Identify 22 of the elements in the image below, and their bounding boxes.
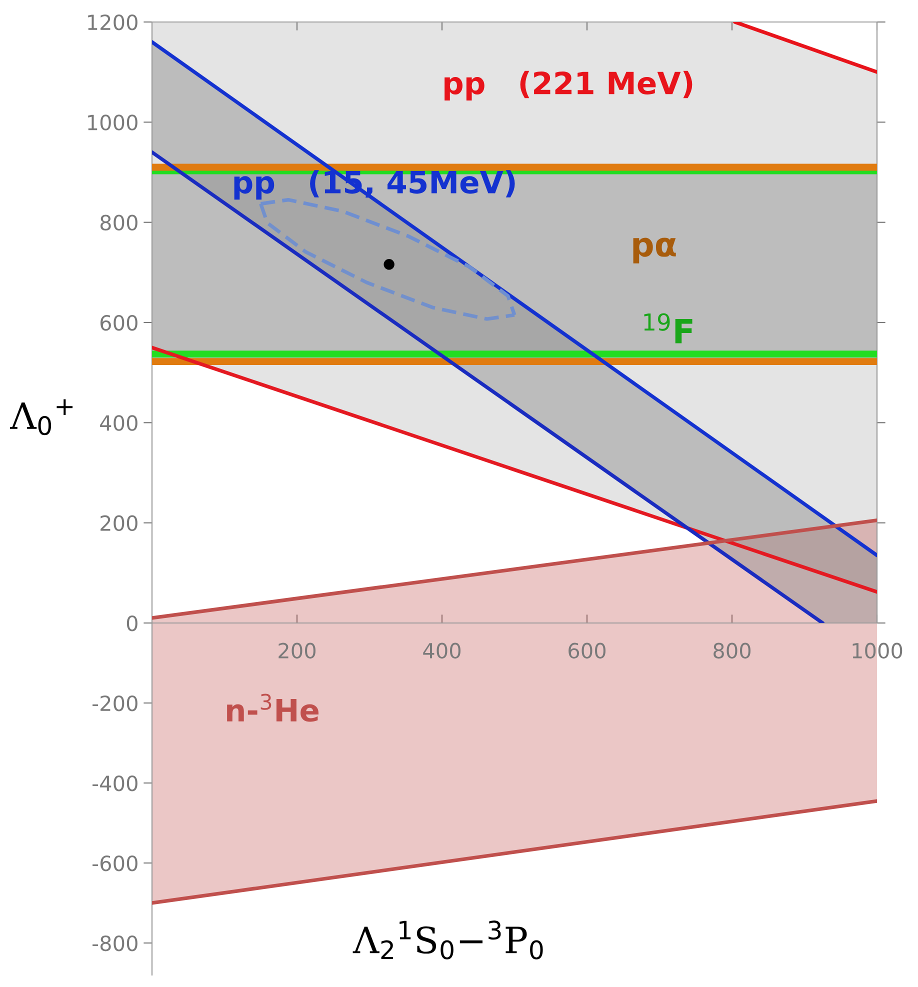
y-tick-label: 0 <box>126 615 138 632</box>
text: n-$^{3}$He <box>227 694 318 722</box>
y-tick-label: -600 <box>92 855 138 872</box>
text: Λ$_{2}$$^{1}$S$_{0}$−$^{3}$P$_{0}$ <box>352 920 543 960</box>
y-tick-label: 1000 <box>88 114 138 130</box>
y-tick-label: 400 <box>100 415 138 431</box>
y-tick-label: 1200 <box>88 14 138 30</box>
y-tick-label: 800 <box>100 214 138 231</box>
ref-line-label: pα <box>633 238 676 264</box>
x-tick-label: 1000 <box>852 642 902 659</box>
ref-line-label: $^{19}$F <box>644 313 692 344</box>
y-tick-label: 200 <box>100 515 138 532</box>
y-tick-label: 600 <box>100 314 138 331</box>
y-tick-label: -800 <box>92 935 138 952</box>
text: pp (221 MeV) <box>444 70 692 100</box>
y-tick-label: -400 <box>92 775 138 792</box>
x-tick-label: 800 <box>714 642 750 659</box>
x-tick-label: 600 <box>568 642 606 659</box>
y-axis-title: Λ$_{0}$$^{+}$ <box>10 399 73 436</box>
x-tick-label: 200 <box>278 642 316 659</box>
y-tick-label: -200 <box>92 695 138 712</box>
x-tick-label: 400 <box>423 642 460 659</box>
